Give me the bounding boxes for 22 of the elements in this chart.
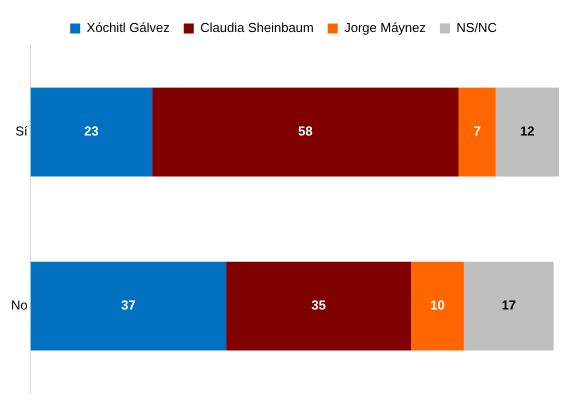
data-label: 12 [520, 124, 535, 139]
data-label: 37 [121, 298, 136, 313]
data-label: 23 [84, 124, 99, 139]
bar [411, 262, 464, 351]
bar [226, 262, 412, 351]
legend-label: NS/NC [456, 20, 497, 36]
bar [458, 88, 496, 176]
data-label: 35 [311, 298, 326, 313]
bar [152, 88, 459, 176]
y-tick-label: No [10, 298, 28, 313]
bar [464, 262, 554, 351]
data-label: 17 [502, 298, 516, 313]
data-label: 10 [430, 298, 445, 313]
legend-label: Xóchitl Gálvez [86, 20, 170, 36]
legend-label: Jorge Máynez [344, 20, 426, 36]
bar [30, 88, 152, 176]
legend-label: Claudia Sheinbaum [200, 20, 314, 36]
bar [30, 262, 226, 351]
y-tick-label: Sí [15, 124, 28, 139]
bar [496, 88, 559, 176]
data-label: 58 [298, 124, 313, 139]
data-label: 7 [473, 124, 481, 139]
